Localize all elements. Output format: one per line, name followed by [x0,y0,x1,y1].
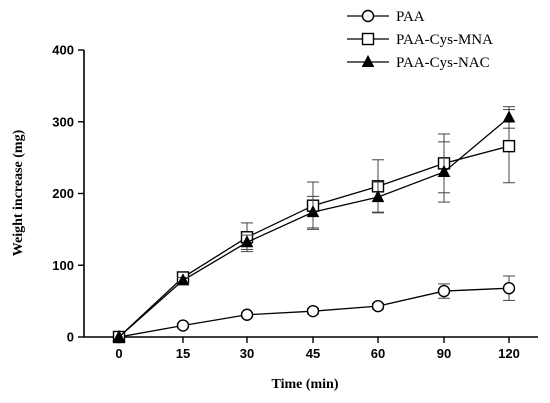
series-layer [112,106,516,344]
x-tick-label: 30 [240,346,254,361]
y-tick-label: 100 [52,258,74,273]
legend-item: PAA-Cys-MNA [347,32,493,48]
legend-label: PAA [396,9,425,25]
x-tick-label: 0 [115,346,122,361]
y-tick-label: 400 [52,43,74,58]
series-line [118,116,510,338]
data-point [371,190,385,203]
data-point [306,304,320,318]
y-tick-label: 300 [52,114,74,129]
x-tick-label: 45 [306,346,320,361]
series-circle-open [112,275,516,344]
data-point [437,164,451,177]
y-ticks: 0 100 200 300 400 [52,43,84,345]
data-point [240,235,254,248]
data-point [176,273,190,286]
legend-item: PAA-Cys-NAC [347,54,490,71]
legend: PAA PAA-Cys-MNA PAA-Cys-NAC [347,9,493,71]
data-point [240,308,254,321]
legend-marker [361,9,375,23]
x-axis-title: Time (min) [271,377,338,392]
series-triangle-filled [112,106,516,342]
x-tick-label: 120 [498,346,520,361]
data-point [306,205,320,218]
y-tick-label: 0 [67,330,74,345]
legend-label: PAA-Cys-NAC [396,55,490,71]
axes [83,50,538,338]
y-axis-title: Weight increase (mg) [11,129,26,256]
legend-item: PAA [347,9,425,25]
legend-marker [361,32,375,46]
x-tick-label: 60 [371,346,385,361]
data-point [437,284,451,298]
legend-label: PAA-Cys-MNA [396,32,493,48]
x-tick-label: 90 [437,346,451,361]
legend-marker [361,54,375,67]
data-point [371,299,385,313]
x-ticks: 0 15 30 45 60 90 120 [115,337,520,361]
data-point [502,282,516,295]
data-point [502,139,516,153]
y-tick-label: 200 [52,186,74,201]
data-point [502,110,516,123]
data-point [176,319,190,332]
x-tick-label: 15 [176,346,190,361]
data-point [112,329,126,342]
